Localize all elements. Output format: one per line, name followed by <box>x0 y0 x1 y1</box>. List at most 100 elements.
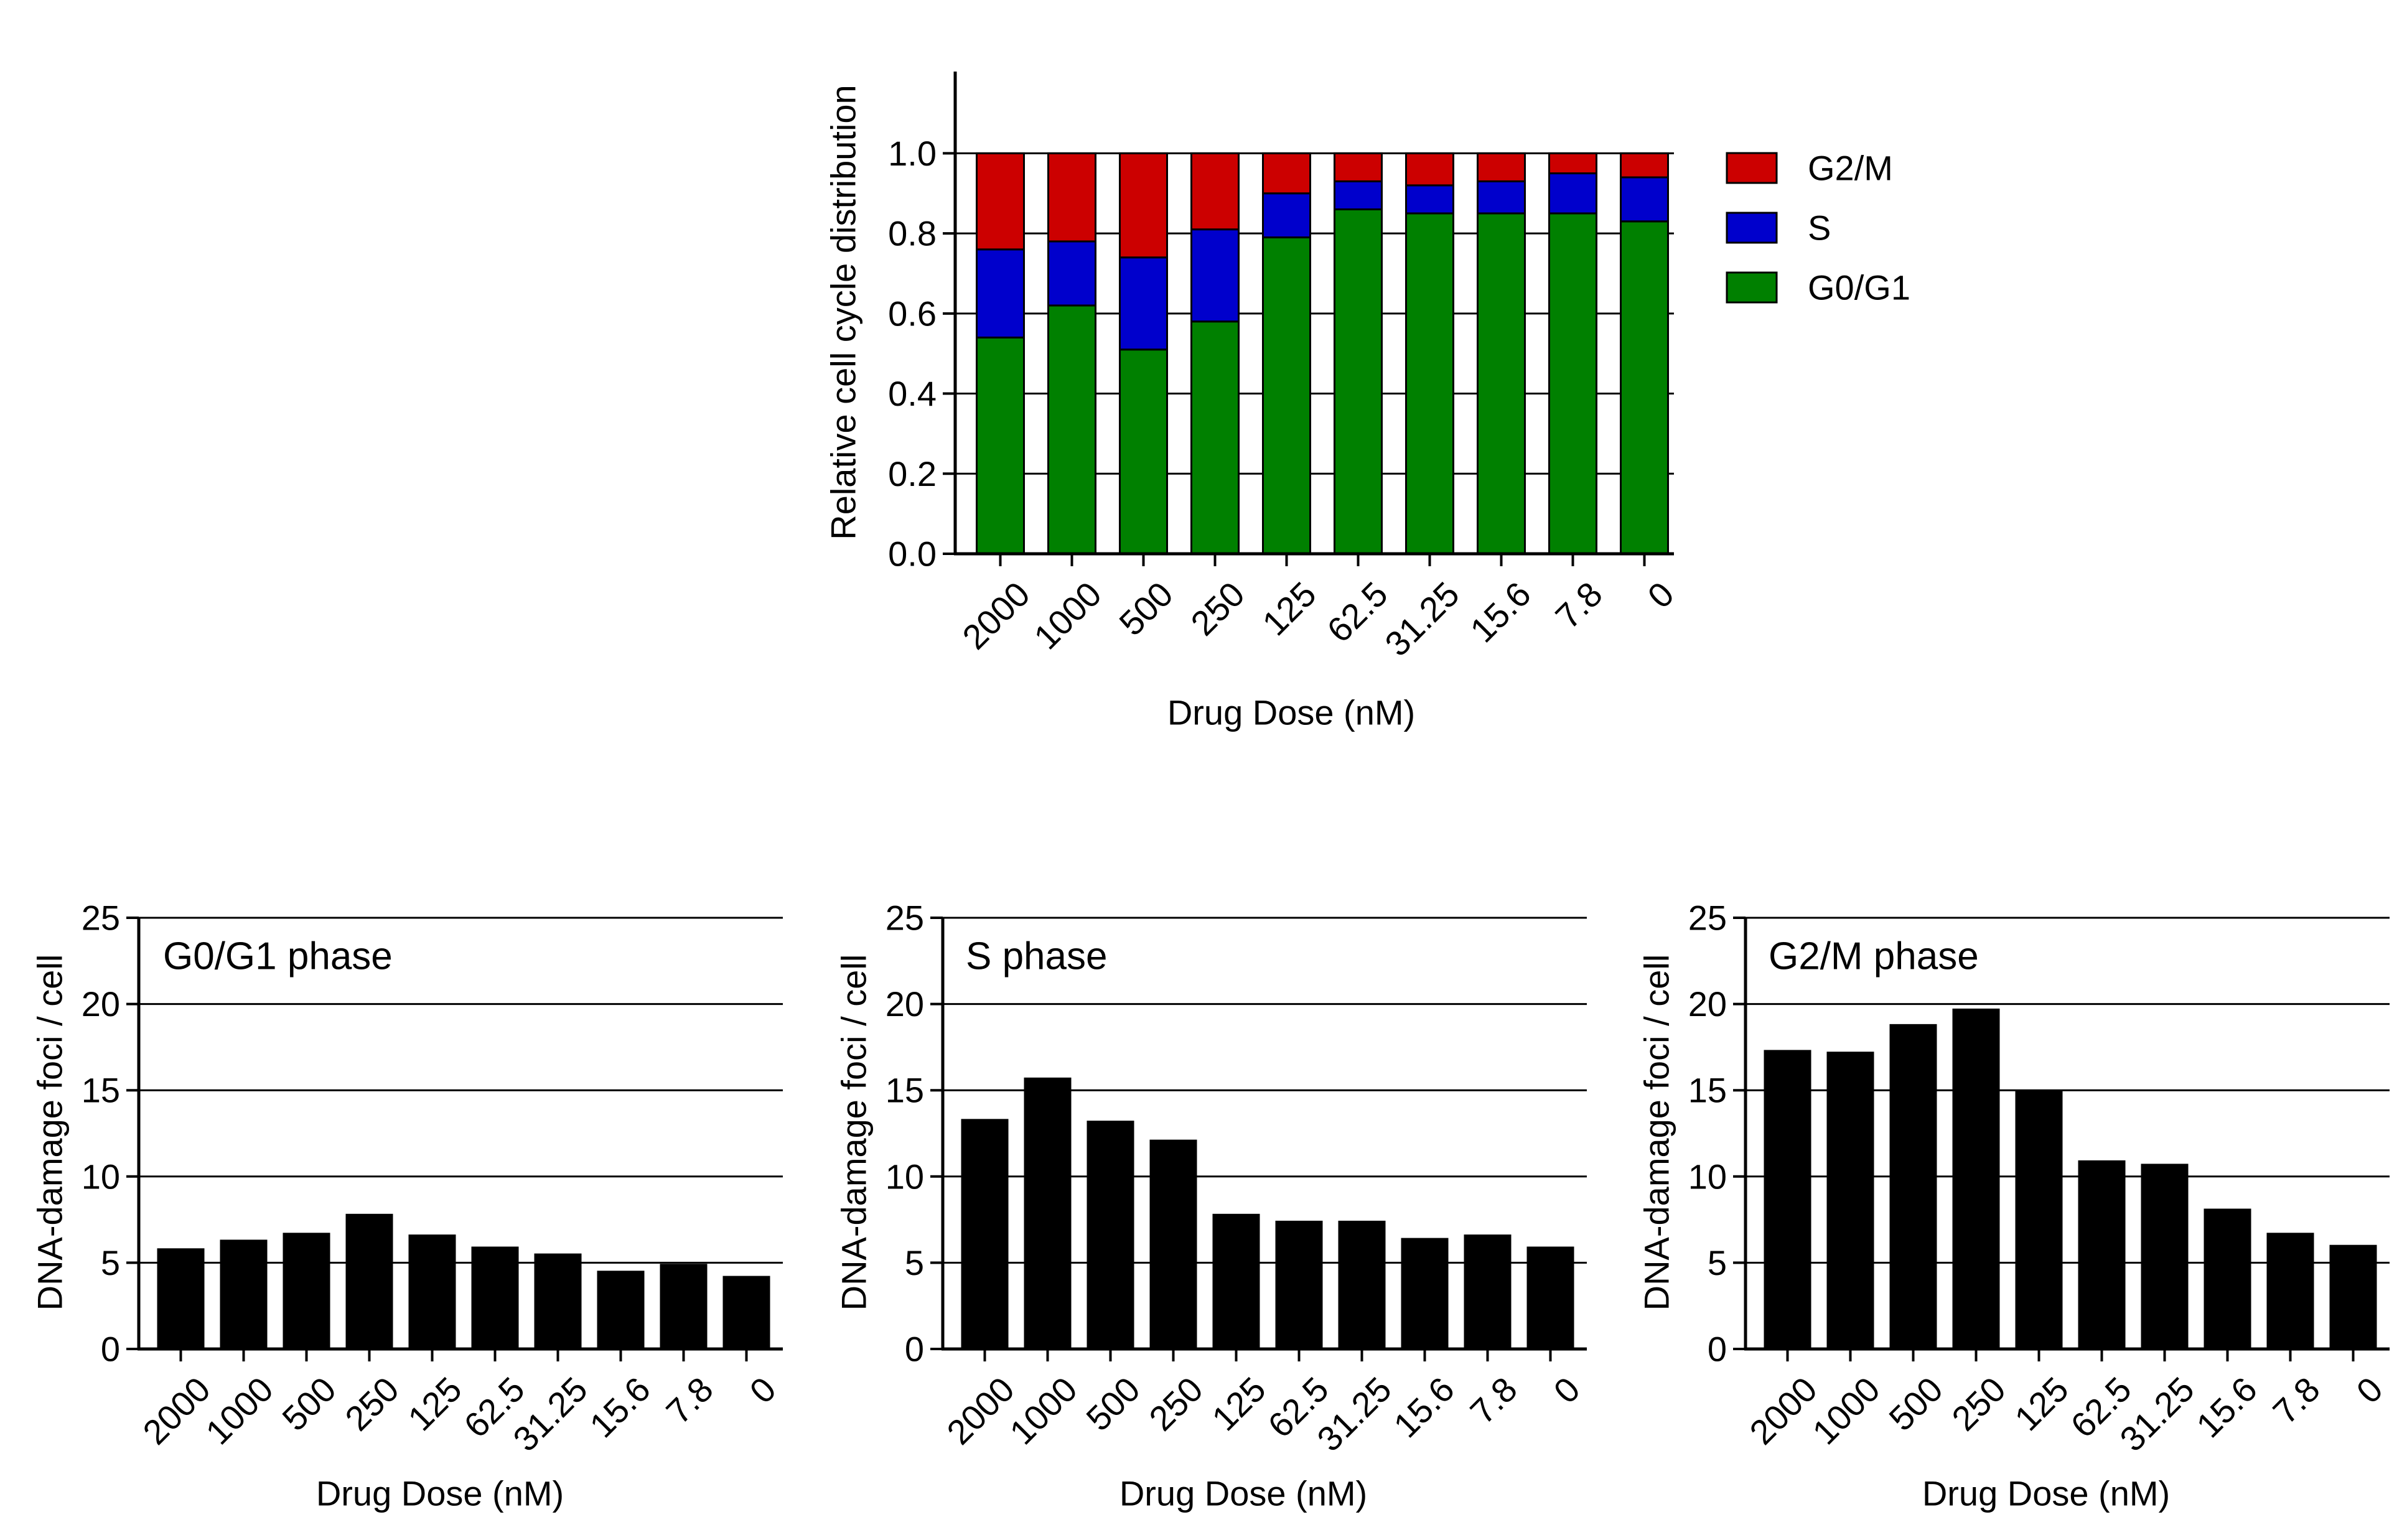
bar-g0g1-250 <box>1190 320 1240 555</box>
x-tick-label: 125 <box>2007 1370 2076 1439</box>
bar-g2m-0 <box>1620 152 1669 179</box>
x-tick-label: 7.8 <box>1548 574 1610 637</box>
x-tick-label: 15.6 <box>1462 574 1538 650</box>
x-tick-label: 125 <box>1204 1370 1273 1439</box>
x-tick-label: 31.25 <box>1377 574 1467 664</box>
bar-500 <box>283 1233 330 1350</box>
bar-15.6 <box>1401 1238 1449 1350</box>
y-tick-label: 25 <box>1688 898 1727 938</box>
bar-1000 <box>1826 1052 1874 1350</box>
y-tick-label: 0.6 <box>888 294 937 333</box>
bar-s-15.6 <box>1477 180 1526 215</box>
panel-label: G2/M phase <box>1769 935 1979 978</box>
y-tick-label: 0.2 <box>888 454 937 493</box>
x-axis-title: Drug Dose (nM) <box>1922 1474 2170 1513</box>
y-tick-label: 0 <box>905 1330 924 1369</box>
x-tick-label: 0 <box>1546 1370 1587 1411</box>
panel-label: G0/G1 phase <box>163 935 393 978</box>
bar-15.6 <box>2204 1208 2251 1350</box>
bar-s-1000 <box>1047 240 1096 307</box>
y-tick-label: 20 <box>886 984 924 1024</box>
bar-g2m-500 <box>1119 152 1168 259</box>
y-tick-label: 0 <box>1708 1330 1727 1369</box>
y-axis-title: DNA-damage foci / cell <box>834 954 874 1311</box>
x-tick-label: 31.25 <box>1309 1370 1399 1459</box>
bar-g2m-15.6 <box>1477 152 1526 182</box>
y-tick-label: 5 <box>101 1243 120 1282</box>
legend-swatch-s <box>1726 212 1778 244</box>
legend: G2/M S G0/G1 <box>1726 149 1910 307</box>
bar-s-7.8 <box>1548 172 1597 215</box>
bar-g0g1-31.25 <box>1405 212 1454 555</box>
bar-250 <box>345 1213 393 1350</box>
bar-250 <box>1149 1139 1197 1350</box>
x-tick-label: 2000 <box>955 574 1037 657</box>
x-tick-label: 125 <box>400 1370 469 1439</box>
x-tick-label: 2000 <box>1742 1370 1825 1452</box>
y-tick-label: 0 <box>101 1330 120 1369</box>
bar-7.8 <box>660 1264 708 1350</box>
bar-125 <box>1212 1213 1260 1350</box>
x-tick-label: 15.6 <box>2189 1370 2264 1445</box>
bar-500 <box>1087 1121 1134 1350</box>
panel-label: S phase <box>966 935 1108 978</box>
y-tick-label: 15 <box>82 1071 120 1110</box>
bar-g2m-7.8 <box>1548 152 1597 175</box>
bar-g2m-31.25 <box>1405 152 1454 187</box>
bar-s-500 <box>1119 256 1168 351</box>
x-tick-label: 125 <box>1255 574 1324 643</box>
x-tick-label: 1000 <box>1026 574 1109 657</box>
y-axis-title: Relative cell cycle distribution <box>824 85 863 539</box>
bar-g0g1-15.6 <box>1477 212 1526 555</box>
x-tick-label: 2000 <box>939 1370 1022 1452</box>
bar-g0g1-1000 <box>1047 304 1096 555</box>
bar-62.5 <box>471 1246 519 1350</box>
bar-2000 <box>157 1248 205 1350</box>
y-tick-label: 0.4 <box>888 374 937 413</box>
bar-7.8 <box>2266 1233 2314 1350</box>
legend-label: G0/G1 <box>1808 268 1910 307</box>
y-tick-label: 10 <box>82 1157 120 1196</box>
x-axis-title: Drug Dose (nM) <box>316 1474 564 1513</box>
bar-31.25 <box>534 1253 582 1350</box>
x-tick-label: 1000 <box>1002 1370 1085 1452</box>
bar-2000 <box>1764 1050 1811 1350</box>
y-tick-label: 5 <box>1708 1243 1727 1282</box>
legend-swatch-g2m <box>1726 152 1778 184</box>
bar-125 <box>408 1234 456 1350</box>
bar-g2m-1000 <box>1047 152 1096 243</box>
y-tick-label: 0.0 <box>888 534 937 574</box>
bar-500 <box>1889 1024 1937 1350</box>
x-tick-label: 15.6 <box>582 1370 658 1445</box>
x-tick-label: 0 <box>742 1370 783 1411</box>
y-tick-label: 20 <box>82 984 120 1024</box>
y-tick-label: 10 <box>886 1157 924 1196</box>
x-tick-label: 500 <box>1111 574 1180 643</box>
x-tick-label: 0 <box>2349 1370 2390 1411</box>
legend-swatch-g0g1 <box>1726 271 1778 304</box>
x-axis-title: Drug Dose (nM) <box>1119 1474 1367 1513</box>
y-tick-label: 15 <box>1688 1071 1727 1110</box>
x-tick-label: 31.25 <box>2112 1370 2202 1459</box>
bar-s-31.25 <box>1405 184 1454 215</box>
y-axis-title: DNA-damage foci / cell <box>1637 954 1676 1311</box>
bar-s-125 <box>1262 192 1311 239</box>
x-tick-label: 250 <box>337 1370 406 1439</box>
bar-g2m-62.5 <box>1334 152 1383 182</box>
bar-15.6 <box>597 1271 645 1350</box>
bar-s-0 <box>1620 176 1669 223</box>
y-tick-label: 20 <box>1688 984 1727 1024</box>
x-tick-label: 250 <box>1183 574 1252 643</box>
bar-g0g1-125 <box>1262 236 1311 555</box>
bar-0 <box>2329 1244 2377 1350</box>
bar-g0g1-7.8 <box>1548 212 1597 555</box>
bar-0 <box>1526 1246 1574 1350</box>
bar-g0g1-62.5 <box>1334 208 1383 555</box>
x-axis-title: Drug Dose (nM) <box>1167 693 1415 732</box>
bar-1000 <box>1024 1077 1072 1350</box>
